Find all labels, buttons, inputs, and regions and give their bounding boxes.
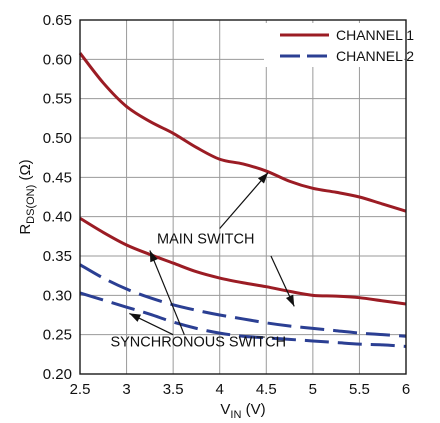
y-tick-label-9: 0.65: [43, 12, 72, 29]
y-tick-label-5: 0.45: [43, 169, 72, 186]
synchronous-switch-label: SYNCHRONOUS SWITCH: [110, 334, 286, 350]
y-tick-label-3: 0.35: [43, 248, 72, 265]
x-tick-label-5: 5: [309, 381, 317, 398]
synchronous-switch-arrow-0: [149, 250, 185, 335]
x-tick-label-7: 6: [402, 381, 410, 398]
y-axis-label: RDS(ON) (Ω): [17, 159, 37, 234]
annotations: MAIN SWITCH SYNCHRONOUS SWITCH: [110, 172, 295, 350]
x-tick-label-0: 2.5: [70, 381, 91, 398]
x-tick-label-1: 3: [122, 381, 130, 398]
main-switch-arrow-1: [270, 255, 295, 307]
legend-label-channel-1: CHANNEL 1: [336, 27, 414, 43]
series-line-channel-1-main-switch: [78, 52, 407, 213]
y-tick-label-7: 0.55: [43, 91, 72, 108]
x-tick-label-4: 4.5: [256, 381, 277, 398]
x-tick-label-6: 5.5: [349, 381, 370, 398]
y-tick-label-6: 0.50: [43, 130, 72, 147]
main-switch-label: MAIN SWITCH: [157, 231, 254, 247]
x-tick-label-2: 3.5: [163, 381, 184, 398]
y-tick-label-2: 0.30: [43, 287, 72, 304]
series-line-channel-1-synchronous-switch: [79, 216, 407, 306]
y-tick-label-8: 0.60: [43, 51, 72, 68]
legend-background: [264, 23, 404, 67]
tick-labels: 2.5 3 3.5 4 4.5 5 5.5 6 0.20 0.25 0.30 0.35 0.40 0.45…: [43, 12, 410, 398]
y-tick-label-0: 0.20: [43, 366, 72, 383]
plot-frame: [79, 19, 407, 375]
series-line-channel-2-main-switch: [79, 263, 407, 338]
series-line-channel-2-synchronous-switch: [79, 291, 407, 348]
y-tick-label-1: 0.25: [43, 327, 72, 344]
legend-label-channel-2: CHANNEL 2: [336, 48, 414, 64]
x-tick-label-3: 4: [216, 381, 224, 398]
synchronous-switch-arrow-1: [129, 312, 174, 336]
main-switch-arrow-0: [219, 172, 269, 229]
legend: CHANNEL 1 CHANNEL 2: [264, 23, 414, 67]
x-axis-label: VIN (V): [220, 401, 265, 421]
y-tick-label-4: 0.40: [43, 209, 72, 226]
data-series: [78, 52, 407, 348]
